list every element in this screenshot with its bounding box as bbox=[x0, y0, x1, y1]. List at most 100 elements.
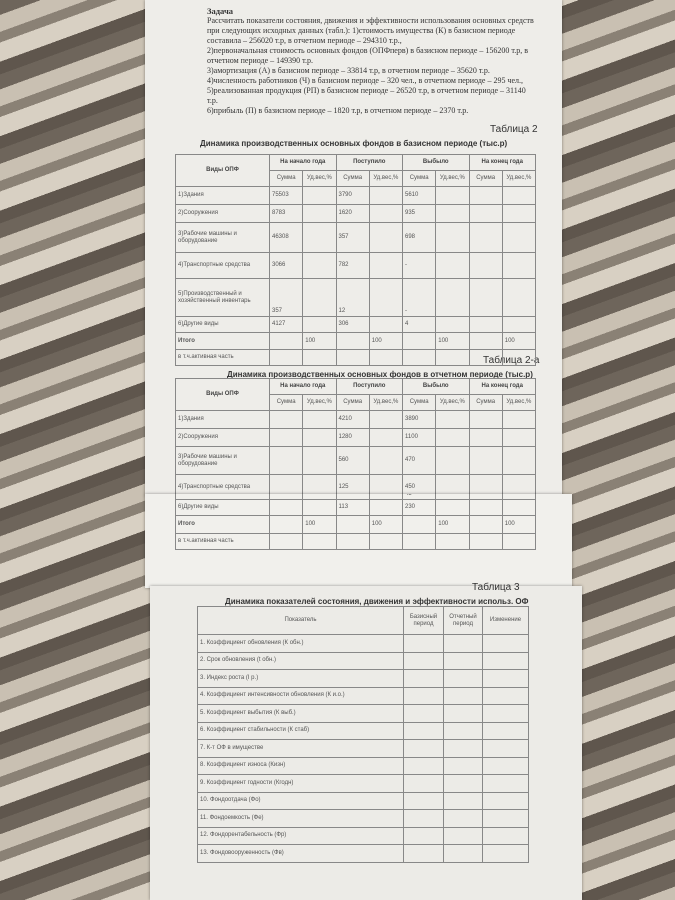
column-group-header: Поступило bbox=[335, 154, 403, 171]
table2-title: Динамика производственных основных фондо… bbox=[200, 139, 508, 148]
table-row: 8. Коэффициент износа (Кизн) bbox=[197, 756, 529, 775]
value-cell bbox=[302, 316, 337, 333]
value-cell bbox=[435, 428, 470, 447]
table2-table: Виды ОПФ На начало года Поступило Выбыло На … bbox=[175, 154, 537, 366]
value-cell bbox=[482, 651, 529, 670]
value-cell bbox=[302, 222, 337, 253]
value-cell bbox=[335, 332, 370, 350]
subheader-cell: Сумма bbox=[268, 170, 304, 187]
value-cell bbox=[501, 349, 537, 366]
value-cell bbox=[482, 844, 529, 863]
value-cell bbox=[302, 428, 337, 447]
subheader-cell: Сумма bbox=[401, 170, 437, 187]
value-cell bbox=[443, 704, 483, 723]
indicator-label: 11. Фондоемкость (Фе) bbox=[197, 809, 404, 828]
subheader-cell: Сумма bbox=[468, 394, 503, 411]
subheader-cell: Сумма bbox=[268, 394, 304, 411]
indicator-label: 13. Фондовооруженность (Фв) bbox=[197, 844, 404, 863]
value-cell bbox=[368, 316, 404, 333]
value-cell bbox=[501, 222, 537, 253]
value-cell bbox=[468, 186, 503, 205]
value-cell bbox=[403, 739, 444, 758]
table-row: 5)Производственный и хозяйственный инвен… bbox=[175, 278, 537, 317]
row-label: 5)Производственный и хозяйственный инвен… bbox=[175, 278, 270, 317]
row-label: 2)Сооружения bbox=[175, 428, 270, 447]
table-row: 2)Сооружения 1280 1100 bbox=[175, 428, 537, 447]
value-cell bbox=[302, 349, 337, 366]
value-cell bbox=[302, 446, 337, 475]
value-cell bbox=[368, 186, 404, 205]
value-cell bbox=[435, 533, 470, 550]
indicator-label: 2. Срок обновления (t обн.) bbox=[197, 651, 404, 670]
table-row: в т.ч.активная часть bbox=[175, 349, 537, 366]
subheader-cell: Сумма bbox=[335, 170, 370, 187]
row-label: 3)Рабочие машины и оборудование bbox=[175, 446, 270, 475]
value-cell bbox=[401, 332, 437, 350]
value-cell bbox=[268, 332, 304, 350]
subheader-row: Сумма Уд.вес,% Сумма Уд.вес,% Сумма Уд.вес,% С… bbox=[176, 170, 537, 187]
value-cell bbox=[468, 222, 503, 253]
value-cell: 113 bbox=[335, 499, 370, 516]
value-cell bbox=[482, 809, 529, 828]
value-cell bbox=[401, 515, 437, 534]
value-cell: 1100 bbox=[401, 428, 437, 447]
value-cell bbox=[403, 756, 444, 775]
value-cell bbox=[268, 446, 304, 475]
value-cell bbox=[468, 474, 503, 496]
value-cell bbox=[302, 186, 337, 205]
table2a-table: Виды ОПФ На начало года Поступило Выбыло На … bbox=[175, 378, 537, 496]
indicator-label: 4. Коэффициент интенсивности обновления … bbox=[197, 686, 404, 705]
value-cell bbox=[501, 316, 537, 333]
value-cell: 100 bbox=[501, 515, 537, 534]
task-heading: Задача bbox=[207, 6, 233, 16]
value-cell bbox=[435, 278, 470, 317]
column-header-types: Виды ОПФ bbox=[175, 378, 270, 411]
value-cell bbox=[443, 826, 483, 845]
value-cell bbox=[403, 721, 444, 740]
table-row: 4)Транспортные средства 3066 782 - bbox=[175, 252, 537, 279]
value-cell bbox=[403, 686, 444, 705]
value-cell: 3890 bbox=[401, 410, 437, 429]
value-cell bbox=[401, 533, 437, 550]
value-cell: 100 bbox=[302, 515, 337, 534]
value-cell: 470 bbox=[401, 446, 437, 475]
value-cell bbox=[501, 252, 537, 279]
row-label: 1)Здания bbox=[175, 186, 270, 205]
column-group-header: На начало года bbox=[269, 154, 337, 171]
subheader-cell: Уд.вес,% bbox=[302, 170, 337, 187]
value-cell bbox=[335, 349, 370, 366]
value-cell bbox=[268, 499, 304, 516]
subheader-cell: Сумма bbox=[401, 394, 437, 411]
value-cell bbox=[403, 669, 444, 688]
value-cell: 75503 bbox=[268, 186, 304, 205]
subheader-cell: Уд.вес,% bbox=[368, 170, 404, 187]
value-cell bbox=[468, 332, 503, 350]
value-cell bbox=[468, 278, 503, 317]
value-cell bbox=[501, 410, 537, 429]
value-cell bbox=[302, 252, 337, 279]
table-row: 7. К-т ОФ в имуществе bbox=[197, 739, 529, 758]
value-cell: 1280 bbox=[335, 428, 370, 447]
value-cell bbox=[501, 474, 537, 496]
table-row: 6. Коэффициент стабильности (К стаб) bbox=[197, 721, 529, 740]
column-group-header: На начало года bbox=[269, 378, 337, 395]
document-page-bottom: Таблица 3 Динамика показателей состояния… bbox=[150, 582, 582, 900]
table-row: 2. Срок обновления (t обн.) bbox=[197, 651, 529, 670]
value-cell bbox=[435, 186, 470, 205]
table-row: 13. Фондовооруженность (Фв) bbox=[197, 844, 529, 863]
value-cell bbox=[403, 774, 444, 793]
value-cell bbox=[435, 499, 470, 516]
table-row: 4)Транспортные средства 125 450 bbox=[175, 474, 537, 496]
task-line: Рассчитать показатели состояния, движени… bbox=[207, 16, 534, 45]
value-cell: 5610 bbox=[401, 186, 437, 205]
row-label: 2)Сооружения bbox=[175, 204, 270, 223]
value-cell bbox=[368, 474, 404, 496]
value-cell bbox=[468, 428, 503, 447]
value-cell bbox=[501, 186, 537, 205]
value-cell bbox=[443, 686, 483, 705]
task-line: 3)амортизация (А) в базисном периоде – 3… bbox=[207, 66, 490, 75]
value-cell: 100 bbox=[302, 332, 337, 350]
value-cell: 100 bbox=[368, 332, 404, 350]
value-cell: 357 bbox=[335, 222, 370, 253]
value-cell: 100 bbox=[435, 515, 470, 534]
